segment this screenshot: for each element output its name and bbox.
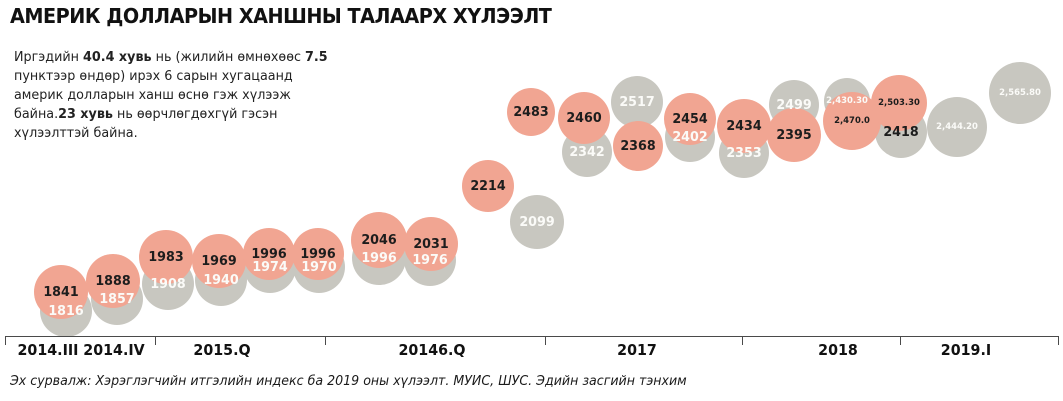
- bubble-value-label: 2368: [620, 138, 656, 154]
- bubble-value-label: 2,430.30: [826, 96, 868, 106]
- bubble-value-label: 2,503.30: [878, 98, 920, 108]
- x-axis-tick: [742, 336, 743, 345]
- bubble-pink: [767, 108, 821, 162]
- bubble-value-label: 2353: [726, 145, 762, 161]
- intro-paragraph: Иргэдийн 40.4 хувь нь (жилийн өмнөхөөс 7…: [14, 48, 342, 143]
- bubble-value-label: 1857: [99, 291, 135, 307]
- bubble-value-label: 1983: [148, 249, 184, 265]
- bubble-value-label: 2031: [413, 236, 449, 252]
- bubble-value-label: 1974: [252, 259, 288, 275]
- bubble-value-label: 1888: [95, 273, 131, 289]
- bubble-pink: [717, 99, 771, 153]
- bubble-value-label: 2402: [672, 129, 708, 145]
- bubble-pink: [404, 217, 458, 271]
- bubble-value-label: 2099: [519, 214, 555, 230]
- x-axis-tick: [325, 336, 326, 345]
- bubble-pink: [613, 121, 663, 171]
- x-axis-line: [5, 336, 1058, 337]
- bubble-pink: [664, 93, 716, 145]
- x-axis-label-20146-Q: 20146.Q: [398, 341, 466, 359]
- bubble-gray: [927, 97, 987, 157]
- bubble-value-label: 2,470.0: [834, 116, 870, 126]
- bubble-value-label: 2483: [513, 104, 549, 120]
- intro-highlight: 40.4 хувь: [83, 50, 152, 65]
- bubble-value-label: 1996: [300, 246, 336, 262]
- bubble-value-label: 2454: [672, 111, 708, 127]
- x-axis-tick: [155, 336, 156, 345]
- intro-highlight: 23 хувь: [58, 107, 113, 122]
- source-note: Эх сурвалж: Хэрэглэгчийн итгэлийн индекс…: [10, 374, 687, 389]
- bubble-value-label: 1841: [43, 284, 79, 300]
- x-axis-tick: [5, 336, 6, 345]
- x-axis-label-2014-IV: 2014.IV: [83, 341, 145, 359]
- bubble-gray: [989, 62, 1051, 124]
- bubble-value-label: 1816: [48, 303, 84, 319]
- x-axis-tick: [900, 336, 901, 345]
- intro-text: нь (жилийн өмнөхөөс: [151, 50, 306, 65]
- bubble-pink: [462, 160, 514, 212]
- bubble-pink: [192, 234, 246, 288]
- bubble-value-label: 2395: [776, 127, 812, 143]
- bubble-value-label: 2418: [883, 124, 919, 140]
- bubble-value-label: 1908: [150, 276, 186, 292]
- bubble-value-label: 1940: [203, 272, 239, 288]
- bubble-value-label: 2342: [569, 144, 605, 160]
- x-axis-label-2015-Q: 2015.Q: [193, 341, 251, 359]
- bubble-pink: [871, 75, 927, 131]
- bubble-value-label: 2434: [726, 118, 762, 134]
- intro-highlight: 7.5: [305, 50, 328, 65]
- bubble-pink: [558, 92, 610, 144]
- chart-title: АМЕРИК ДОЛЛАРЫН ХАНШНЫ ТАЛААРХ ХҮЛЭЭЛТ: [10, 4, 552, 28]
- intro-text: нь өөрчлөгдөхгүй гэсэн хүлээлттэй байна.: [14, 107, 278, 141]
- bubble-pink: [292, 228, 344, 280]
- bubble-value-label: 2499: [776, 97, 812, 113]
- x-axis-label-2014-III: 2014.III: [17, 341, 79, 359]
- bubble-pink: [507, 88, 555, 136]
- bubble-pink: [139, 230, 193, 284]
- x-axis-label-2019-I: 2019.I: [940, 341, 992, 359]
- bubble-pink: [243, 228, 295, 280]
- bubble-value-label: 1996: [251, 246, 287, 262]
- bubble-value-label: 1970: [301, 259, 337, 275]
- bubble-value-label: 2517: [619, 94, 655, 110]
- bubble-value-label: 1996: [361, 250, 397, 266]
- intro-text: пунктээр өндөр) ирэх 6 сарын хугацаанд а…: [14, 69, 293, 122]
- x-axis-tick: [1058, 336, 1059, 345]
- bubble-value-label: 2,444.20: [936, 122, 978, 132]
- bubble-pink: [86, 254, 140, 308]
- bubble-value-label: 2046: [361, 232, 397, 248]
- x-axis-tick: [545, 336, 546, 345]
- bubble-value-label: 2,565.80: [999, 88, 1041, 98]
- intro-text: Иргэдийн: [14, 50, 84, 65]
- x-axis-label-2018: 2018: [818, 341, 858, 359]
- bubble-gray: [510, 195, 564, 249]
- bubble-pink: [351, 212, 407, 268]
- bubble-value-label: 2460: [566, 110, 602, 126]
- x-axis-label-2017: 2017: [617, 341, 657, 359]
- bubble-pink: [34, 265, 88, 319]
- bubble-value-label: 1969: [201, 253, 237, 269]
- bubble-value-label: 1976: [412, 252, 448, 268]
- bubble-value-label: 2214: [470, 178, 506, 194]
- bubble-gray: [611, 76, 663, 128]
